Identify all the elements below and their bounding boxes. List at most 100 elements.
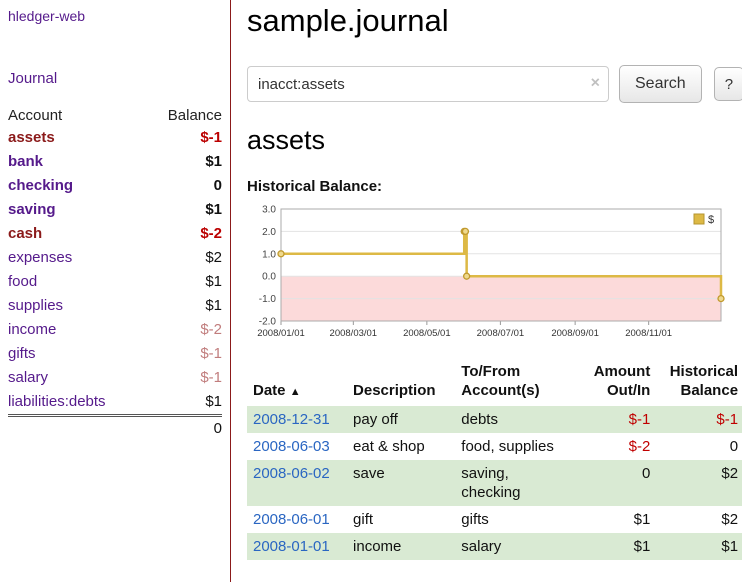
chart-marker <box>462 272 471 281</box>
svg-text:1.0: 1.0 <box>262 249 276 260</box>
main-content: sample.journal × Search ? assets Histori… <box>231 0 742 582</box>
svg-text:2008/01/01: 2008/01/01 <box>257 328 305 339</box>
accounts-total-row: 0 <box>8 414 222 441</box>
account-link-bank[interactable]: bank <box>8 153 44 170</box>
account-link-assets[interactable]: assets <box>8 129 55 146</box>
account-row: income $-2 <box>8 318 222 342</box>
transaction-description: pay off <box>353 410 398 428</box>
account-balance: $-1 <box>200 345 222 362</box>
search-input[interactable] <box>247 66 609 103</box>
register-header-row: Date ▲ Description To/From Account(s) Am… <box>247 360 742 406</box>
chart-marker <box>717 295 725 303</box>
account-balance: $-1 <box>200 129 222 146</box>
transaction-balance: $2 <box>721 464 739 482</box>
search-button[interactable]: Search <box>619 65 702 104</box>
brand-link[interactable]: hledger-web <box>8 8 86 24</box>
accounts-total-balance: 0 <box>145 414 222 441</box>
svg-text:-1.0: -1.0 <box>259 294 277 305</box>
account-balance: $2 <box>205 249 222 266</box>
account-row: liabilities:debts $1 <box>8 390 222 416</box>
svg-text:2008/05/01: 2008/05/01 <box>403 328 451 339</box>
account-link-food[interactable]: food <box>8 273 38 290</box>
transaction-balance: $-1 <box>716 410 739 428</box>
account-link-saving[interactable]: saving <box>8 201 56 218</box>
chart-label: Historical Balance: <box>247 178 383 196</box>
transaction-date-link[interactable]: 2008-06-01 <box>253 510 330 528</box>
sort-ascending-icon: ▲ <box>289 385 301 398</box>
help-button[interactable]: ? <box>713 67 742 102</box>
register-row: 2008-12-31 pay off debts $-1 $-1 <box>247 405 742 433</box>
account-link-liabilities-debts[interactable]: liabilities:debts <box>8 393 106 410</box>
transaction-amount: 0 <box>642 464 651 482</box>
clear-search-icon[interactable]: × <box>590 74 600 92</box>
transaction-accounts: food, supplies <box>461 437 554 455</box>
account-link-gifts[interactable]: gifts <box>8 345 36 362</box>
transaction-date-link[interactable]: 2008-06-02 <box>253 464 330 482</box>
transaction-date-link[interactable]: 2008-01-01 <box>253 537 330 555</box>
account-row: bank $1 <box>8 150 222 174</box>
legend-swatch <box>693 213 705 225</box>
account-balance: $1 <box>205 297 222 314</box>
account-heading: assets <box>247 125 326 156</box>
account-link-salary[interactable]: salary <box>8 369 49 386</box>
accounts-header-account: Account <box>8 107 63 124</box>
account-row: expenses $2 <box>8 246 222 270</box>
account-link-checking[interactable]: checking <box>8 177 74 194</box>
register-row: 2008-06-03 eat & shop food, supplies $-2… <box>247 433 742 460</box>
transaction-amount: $1 <box>633 510 651 528</box>
svg-text:2008/03/01: 2008/03/01 <box>330 328 378 339</box>
transaction-accounts: debts <box>461 410 498 428</box>
register-header-balance: Historical Balance <box>669 363 739 399</box>
account-row: supplies $1 <box>8 294 222 318</box>
transaction-description: income <box>353 537 402 555</box>
register-header-description: Description <box>353 381 436 399</box>
account-row: assets $-1 <box>8 126 222 150</box>
svg-text:2008/07/01: 2008/07/01 <box>477 328 525 339</box>
svg-text:2008/11/01: 2008/11/01 <box>625 328 672 339</box>
transaction-description: save <box>353 464 385 482</box>
account-link-cash[interactable]: cash <box>8 225 43 242</box>
svg-text:2008/09/01: 2008/09/01 <box>551 328 599 339</box>
transaction-accounts: salary <box>461 537 502 555</box>
register-header-accounts: To/From Account(s) <box>461 363 540 399</box>
register-row: 2008-01-01 income salary $1 $1 <box>247 532 742 560</box>
account-row: saving $1 <box>8 198 222 222</box>
transaction-date-link[interactable]: 2008-12-31 <box>253 410 330 428</box>
transaction-balance: 0 <box>729 437 739 455</box>
account-balance: $1 <box>205 201 222 218</box>
account-row: cash $-2 <box>8 222 222 246</box>
svg-text:2.0: 2.0 <box>262 227 276 238</box>
account-link-supplies[interactable]: supplies <box>8 297 64 314</box>
search-bar: × Search ? <box>247 65 742 104</box>
account-balance: $1 <box>205 153 222 170</box>
account-link-income[interactable]: income <box>8 321 57 338</box>
register-row: 2008-06-02 save saving, checking 0 $2 <box>247 459 742 506</box>
svg-text:-2.0: -2.0 <box>259 317 277 328</box>
account-link-expenses[interactable]: expenses <box>8 249 73 266</box>
search-input-wrap: × <box>247 66 609 103</box>
transaction-amount: $-2 <box>628 437 651 455</box>
transaction-amount: $-1 <box>628 410 651 428</box>
register-header-amount: Amount Out/In <box>593 363 651 399</box>
transaction-description: gift <box>353 510 374 528</box>
account-row: food $1 <box>8 270 222 294</box>
transaction-accounts: gifts <box>461 510 489 528</box>
transaction-date-link[interactable]: 2008-06-03 <box>253 437 330 455</box>
account-balance: $1 <box>205 393 222 410</box>
transaction-amount: $1 <box>633 537 651 555</box>
transaction-accounts: saving, checking <box>461 464 521 501</box>
chart-marker <box>277 250 285 258</box>
register-row: 2008-06-01 gift gifts $1 $2 <box>247 506 742 533</box>
svg-text:3.0: 3.0 <box>262 205 276 216</box>
register-header-date[interactable]: Date ▲ <box>247 360 347 406</box>
sidebar-item-journal[interactable]: Journal <box>8 70 58 87</box>
page-title: sample.journal <box>247 3 449 38</box>
account-balance: 0 <box>213 177 222 194</box>
sidebar: hledger-web Journal Account Balance asse… <box>0 0 231 582</box>
svg-text:0.0: 0.0 <box>262 272 276 283</box>
account-balance: $-2 <box>200 321 222 338</box>
account-balance: $1 <box>205 273 222 290</box>
accounts-table: Account Balance assets $-1 bank $1 check… <box>8 105 222 441</box>
account-balance: $-2 <box>200 225 222 242</box>
